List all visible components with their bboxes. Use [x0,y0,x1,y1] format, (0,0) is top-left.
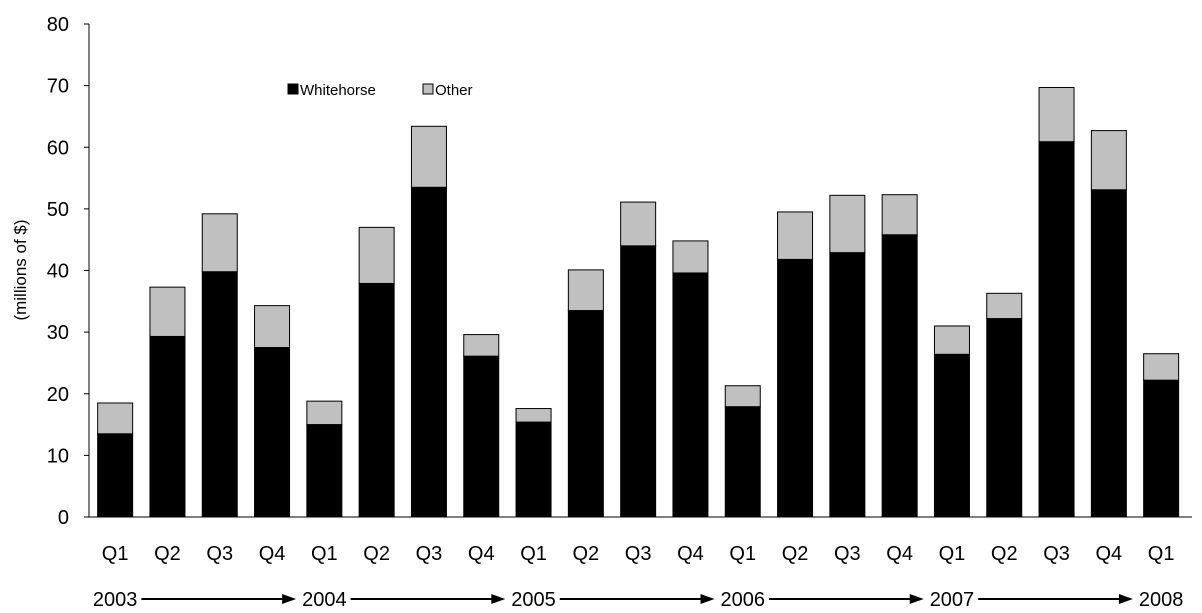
year-arrow-head [491,594,506,604]
bar-segment-whitehorse [1143,379,1180,518]
x-tick-label: Q2 [573,543,600,565]
bar-segment-whitehorse [358,282,395,518]
bar-segment-other [254,305,291,349]
x-tick-label: Q1 [1148,543,1175,565]
x-tick-label: Q2 [782,543,809,565]
x-tick-label: Q2 [363,543,390,565]
bar-segment-other [1143,353,1180,381]
year-arrow-head [1118,594,1133,604]
bar-segment-whitehorse [1038,141,1075,518]
legend-label-whitehorse: Whitehorse [300,82,376,99]
bar-segment-other [463,334,500,357]
year-arrow-head [700,594,715,604]
bar-segment-other [672,240,709,274]
bar-segment-whitehorse [777,258,814,518]
bar-segment-whitehorse [410,186,447,518]
x-tick-label: Q1 [520,543,547,565]
x-tick-label: Q2 [154,543,181,565]
y-tick-label: 50 [47,199,69,221]
bar-segment-other [1090,130,1127,191]
bar-segment-whitehorse [463,355,500,518]
x-tick-label: Q4 [886,543,913,565]
y-tick-label: 80 [47,14,69,36]
x-tick-label: Q3 [416,543,443,565]
x-tick-label: Q3 [1043,543,1070,565]
y-tick-label: 60 [47,137,69,159]
bar-segment-other [933,325,970,355]
bar-segment-other [724,385,761,408]
year-axis: 2003 2004 2005 2006 2007 2008 [93,589,1184,611]
bar-segment-whitehorse [97,433,134,518]
legend-label-other: Other [435,82,473,99]
bar-segment-whitehorse [933,353,970,518]
x-tick-label: Q1 [729,543,756,565]
bar-segment-other [986,292,1023,320]
bar-segment-whitehorse [672,272,709,518]
y-tick-label: 30 [47,322,69,344]
bar-segment-other [777,211,814,260]
bar-segment-whitehorse [881,234,918,518]
bar-segment-whitehorse [986,318,1023,518]
x-tick-label: Q4 [1096,543,1123,565]
bar-segment-whitehorse [515,421,552,518]
bars [97,86,1180,518]
x-tick-label: Q4 [468,543,495,565]
year-label: 2007 [930,589,975,611]
y-tick-label: 70 [47,76,69,98]
y-tick-label: 10 [47,445,69,467]
year-arrow-head [909,594,924,604]
x-tick-label: Q4 [677,543,704,565]
x-tick-label: Q3 [625,543,652,565]
legend: Whitehorse Other [287,82,473,99]
bar-segment-other [829,194,866,254]
year-label: 2004 [302,589,347,611]
x-tick-label: Q1 [311,543,338,565]
y-axis-label: (millions of $) [11,219,30,320]
year-label: 2008 [1139,589,1184,611]
x-tick-label: Q3 [206,543,233,565]
bar-segment-whitehorse [306,424,343,518]
x-tick-label: Q4 [259,543,286,565]
bar-segment-whitehorse [829,252,866,518]
bar-segment-whitehorse [724,406,761,518]
x-tick-label: Q2 [991,543,1018,565]
bar-segment-other [620,201,657,247]
bar-segment-other [358,226,395,284]
bar-segment-whitehorse [1090,189,1127,518]
bar-segment-whitehorse [149,335,186,518]
y-tick-label: 20 [47,384,69,406]
y-tick-label: 0 [58,507,69,529]
x-tick-label: Q1 [939,543,966,565]
bar-segment-other [201,213,238,273]
legend-swatch-other [422,83,434,95]
year-label: 2006 [721,589,766,611]
legend-swatch-whitehorse [287,83,299,95]
bar-segment-whitehorse [620,245,657,518]
bar-segment-other [881,194,918,236]
bar-segment-other [97,402,134,435]
y-axis: 0 10 20 30 40 50 60 70 80 [47,14,90,529]
bar-segment-whitehorse [201,271,238,518]
bar-segment-other [306,400,343,426]
year-label: 2003 [93,589,138,611]
bar-segment-whitehorse [567,310,604,518]
x-tick-label: Q3 [834,543,861,565]
year-label: 2005 [511,589,556,611]
bar-segment-whitehorse [254,347,291,518]
x-axis: Q1 Q2 Q3 Q4 Q1 Q2 Q3 Q4 Q1 Q2 Q3 Q4 Q1 Q2 Q3 Q4 Q1 Q2 Q3 Q4… [89,516,1192,565]
bar-segment-other [567,269,604,312]
bar-segment-other [149,286,186,337]
y-tick-label: 40 [47,261,69,283]
x-tick-label: Q1 [102,543,129,565]
year-arrow-head [282,594,297,604]
bar-segment-other [410,125,447,188]
bar-segment-other [1038,86,1075,143]
bar-segment-other [515,408,552,423]
